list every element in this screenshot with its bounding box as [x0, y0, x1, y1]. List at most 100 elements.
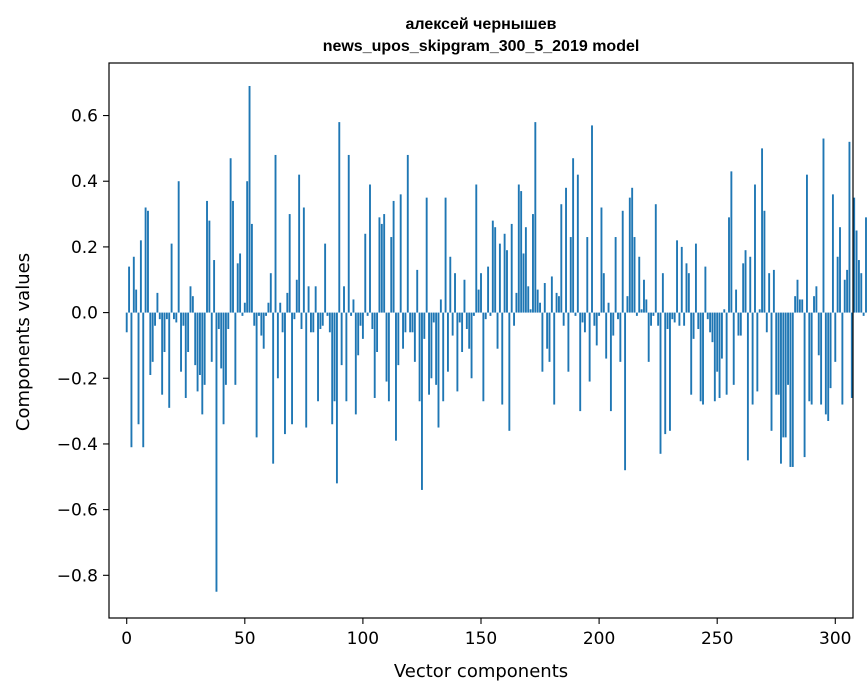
bar-component-280	[787, 312, 789, 385]
bar-component-288	[806, 174, 808, 313]
bar-component-250	[716, 312, 719, 372]
y-tick-label: −0.8	[57, 566, 98, 586]
bar-component-228	[664, 312, 667, 435]
bar-component-78	[310, 312, 312, 333]
bar-component-140	[456, 312, 459, 392]
bar-component-59	[265, 312, 268, 316]
bar-component-176	[541, 312, 544, 372]
bar-component-245	[704, 266, 707, 313]
bar-component-36	[210, 312, 213, 362]
bar-component-69	[288, 214, 291, 313]
bar-component-255	[728, 217, 730, 313]
bar-component-166	[517, 184, 520, 313]
bar-component-10	[149, 312, 152, 375]
bar-component-64	[276, 312, 279, 379]
bar-component-48	[239, 253, 242, 313]
bar-component-212	[626, 296, 629, 313]
bar-component-223	[652, 312, 655, 316]
bar-component-139	[454, 273, 456, 313]
bar-component-165	[515, 292, 518, 313]
bar-component-297	[827, 312, 830, 421]
bar-component-217	[638, 256, 641, 313]
bar-component-67	[284, 312, 286, 435]
bar-component-300	[834, 312, 837, 362]
bar-component-270	[763, 210, 766, 313]
bar-component-73	[298, 174, 301, 313]
bar-component-199	[595, 312, 598, 346]
bar-component-104	[371, 312, 374, 330]
bar-component-12	[154, 312, 156, 326]
bar-component-99	[359, 312, 362, 326]
bar-component-313	[865, 217, 867, 313]
bar-component-56	[258, 312, 260, 316]
bar-component-238	[687, 273, 690, 313]
bar-component-201	[600, 207, 603, 313]
bar-component-308	[853, 197, 856, 313]
bar-component-193	[581, 312, 584, 323]
bar-component-134	[442, 312, 445, 402]
y-tick-label: −0.4	[57, 435, 98, 455]
bar-component-87	[331, 312, 334, 425]
bar-component-240	[692, 312, 695, 339]
bar-component-229	[666, 312, 669, 330]
bar-component-141	[458, 312, 461, 323]
bar-component-214	[631, 187, 634, 313]
bar-component-204	[607, 302, 610, 313]
bar-component-83	[321, 312, 324, 326]
bar-component-256	[730, 171, 733, 313]
bar-component-281	[789, 312, 792, 467]
bar-component-18	[168, 312, 171, 408]
bar-component-129	[430, 312, 433, 379]
bar-component-22	[177, 181, 180, 313]
bar-component-9	[147, 210, 149, 313]
bar-component-162	[508, 312, 511, 431]
bar-component-154	[489, 312, 492, 316]
bar-component-157	[496, 312, 499, 349]
bar-component-100	[361, 312, 364, 339]
x-axis-ticks: 0 50 100 150 200 250 300	[121, 618, 852, 649]
bar-component-20	[173, 312, 175, 320]
bar-component-137	[449, 256, 452, 313]
bar-component-179	[548, 312, 551, 362]
bar-component-127	[425, 197, 428, 313]
x-tick-label: 200	[583, 629, 615, 649]
bar-component-23	[180, 312, 182, 372]
bar-component-304	[843, 279, 846, 313]
bar-component-197	[591, 125, 593, 313]
bar-component-8	[144, 207, 147, 313]
bar-component-257	[732, 312, 735, 385]
bar-component-82	[319, 312, 322, 330]
bar-component-112	[390, 237, 393, 313]
bar-component-168	[522, 253, 525, 313]
bar-component-175	[539, 302, 541, 313]
bar-component-51	[246, 181, 249, 313]
bar-component-95	[350, 312, 353, 316]
bar-component-207	[614, 237, 617, 313]
bar-component-29	[194, 312, 197, 366]
bar-component-298	[829, 312, 832, 389]
bar-component-209	[619, 312, 622, 362]
bar-component-219	[643, 279, 645, 313]
bar-component-273	[770, 312, 773, 431]
bar-component-163	[510, 223, 513, 313]
bar-component-1	[128, 266, 131, 313]
bar-component-16	[163, 312, 166, 352]
bar-component-90	[338, 122, 341, 313]
bar-component-237	[685, 263, 688, 313]
bar-component-239	[690, 312, 693, 395]
bar-component-66	[281, 312, 284, 333]
bar-component-50	[243, 302, 246, 313]
bar-component-267	[756, 312, 759, 392]
bar-component-295	[822, 138, 825, 313]
bar-component-138	[451, 312, 454, 336]
bar-component-42	[224, 312, 227, 385]
bar-component-259	[737, 312, 740, 336]
bar-component-192	[579, 312, 582, 412]
bar-component-130	[432, 312, 435, 323]
bar-component-293	[817, 312, 820, 356]
bar-component-303	[841, 312, 844, 405]
bar-component-102	[366, 312, 369, 316]
bar-component-70	[291, 312, 293, 425]
bar-component-93	[345, 312, 348, 402]
